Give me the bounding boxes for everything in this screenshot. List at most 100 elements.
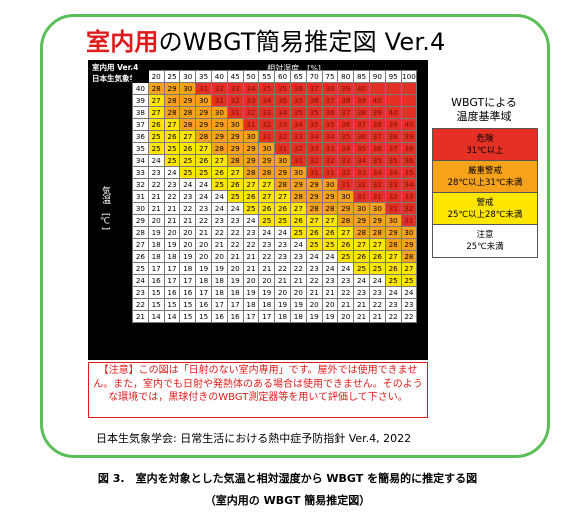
wbgt-cell: 39 (353, 94, 370, 107)
wbgt-cell: 29 (163, 82, 181, 95)
wbgt-cell: 31 (226, 106, 244, 119)
wbgt-cell: 28 (274, 178, 291, 191)
wbgt-cell: 19 (195, 262, 212, 275)
temperature-tick: 23 (132, 286, 149, 299)
legend-item-name: 注意 (476, 230, 494, 240)
wbgt-cell: 18 (147, 238, 165, 251)
wbgt-cell: 23 (305, 262, 323, 275)
wbgt-cell: 38 (353, 106, 370, 119)
legend-title: WBGTによる 温度基準域 (451, 96, 517, 123)
temperature-tick: 24 (132, 274, 149, 287)
wbgt-cell: 21 (289, 274, 307, 287)
wbgt-cell: 30 (195, 94, 212, 107)
wbgt-cell: 33 (353, 166, 370, 179)
grid-row: 35 25 25 26 27 28 29 29 30 31 32 33 33 34 35 36 37 38 (132, 142, 418, 155)
wbgt-cell: 25 (179, 154, 197, 167)
wbgt-cell: 36 (337, 118, 355, 131)
wbgt-cell: 30 (274, 154, 291, 167)
humidity-tick: 65 (289, 70, 307, 83)
temperature-axis-label: 気温 [℃] (100, 186, 110, 231)
temperature-tick: 32 (132, 178, 149, 191)
temperature-tick: 21 (132, 310, 149, 323)
wbgt-cell: 23 (226, 214, 244, 227)
grid-row: 27 18 19 20 20 21 22 22 23 23 24 25 25 26 27 27 28 29 (132, 238, 418, 251)
wbgt-cell: 23 (163, 178, 181, 191)
wbgt-cell: 22 (163, 190, 181, 203)
wbgt-cell: 29 (305, 190, 323, 203)
wbgt-cell: 29 (368, 214, 386, 227)
wbgt-cell: 27 (305, 214, 323, 227)
wbgt-cell: 21 (337, 298, 355, 311)
wbgt-cell: 22 (147, 178, 165, 191)
wbgt-cell: 24 (321, 250, 339, 263)
wbgt-cell: 37 (384, 142, 402, 155)
humidity-tick: 100 (400, 70, 418, 83)
legend-item-name: 厳重警戒 (467, 166, 502, 176)
wbgt-cell: 32 (337, 166, 355, 179)
wbgt-cell: 31 (258, 130, 276, 143)
temperature-tick: 34 (132, 154, 149, 167)
grid-corner (132, 70, 149, 83)
wbgt-cell: 31 (210, 94, 228, 107)
grid-row: 37 26 27 28 29 29 30 31 32 33 34 35 35 36 37 38 39 40 (132, 118, 418, 131)
grid-row: 21 14 14 15 15 16 16 17 17 18 18 19 19 20 21 21 22 22 (132, 310, 418, 323)
wbgt-cell: 23 (353, 286, 370, 299)
wbgt-cell: 33 (242, 94, 260, 107)
grid-row: 34 24 25 25 26 27 28 29 29 30 31 32 32 33 34 35 35 36 (132, 154, 418, 167)
wbgt-cell: 28 (163, 94, 181, 107)
wbgt-cell: 25 (163, 154, 181, 167)
wbgt-cell: 23 (274, 238, 291, 251)
wbgt-cell: 36 (321, 106, 339, 119)
figure-caption-line2: （室内用の WBGT 簡易推定図） (204, 494, 371, 507)
humidity-tick: 25 (163, 70, 181, 83)
wbgt-cell: 21 (305, 286, 323, 299)
temperature-tick: 33 (132, 166, 149, 179)
wbgt-cell: 19 (163, 238, 181, 251)
wbgt-cell: 31 (305, 166, 323, 179)
wbgt-cell: 30 (384, 214, 402, 227)
wbgt-cell: 16 (147, 274, 165, 287)
wbgt-cell: 30 (337, 190, 355, 203)
humidity-axis-label: 相対湿度 [%] (267, 64, 321, 73)
wbgt-cell: 28 (321, 202, 339, 215)
temperature-tick: 28 (132, 226, 149, 239)
wbgt-cell: 25 (353, 262, 370, 275)
wbgt-cell: 23 (195, 202, 212, 215)
wbgt-cell: 16 (195, 298, 212, 311)
wbgt-cell: 18 (195, 274, 212, 287)
wbgt-chart: 室内用 Ver.4 日本生気象学会 相対湿度 [%] 気温 [℃] 20 25 30… (88, 60, 428, 360)
wbgt-cell: 34 (400, 178, 418, 191)
wbgt-cell: 31 (368, 190, 386, 203)
wbgt-cell: 35 (305, 106, 323, 119)
wbgt-cell-empty (384, 82, 402, 95)
legend-item: 危険 31℃以上 (433, 129, 537, 161)
wbgt-cell: 21 (147, 190, 165, 203)
wbgt-cell: 29 (242, 154, 260, 167)
wbgt-cell: 27 (321, 214, 339, 227)
wbgt-cell: 17 (242, 310, 260, 323)
wbgt-cell: 21 (163, 202, 181, 215)
wbgt-cell: 28 (210, 142, 228, 155)
wbgt-cell: 34 (384, 166, 402, 179)
wbgt-cell: 27 (258, 190, 276, 203)
wbgt-cell: 26 (195, 154, 212, 167)
wbgt-cell: 22 (368, 298, 386, 311)
wbgt-cell: 22 (289, 262, 307, 275)
wbgt-cell: 19 (226, 274, 244, 287)
wbgt-cell: 19 (258, 286, 276, 299)
temperature-tick: 37 (132, 118, 149, 131)
wbgt-cell: 40 (353, 82, 370, 95)
wbgt-cell: 26 (258, 202, 276, 215)
wbgt-cell: 28 (400, 250, 418, 263)
wbgt-cell: 30 (321, 178, 339, 191)
wbgt-cell: 21 (147, 202, 165, 215)
legend-item: 注意 25℃未満 (433, 225, 537, 257)
wbgt-cell: 33 (274, 118, 291, 131)
temperature-tick: 31 (132, 190, 149, 203)
humidity-tick: 60 (274, 70, 291, 83)
grid-row: 25 17 17 18 19 19 20 21 21 22 22 23 24 24 25 25 26 27 (132, 262, 418, 275)
wbgt-cell: 33 (400, 190, 418, 203)
wbgt-cell: 31 (353, 190, 370, 203)
wbgt-cell: 29 (242, 142, 260, 155)
wbgt-cell: 35 (321, 118, 339, 131)
